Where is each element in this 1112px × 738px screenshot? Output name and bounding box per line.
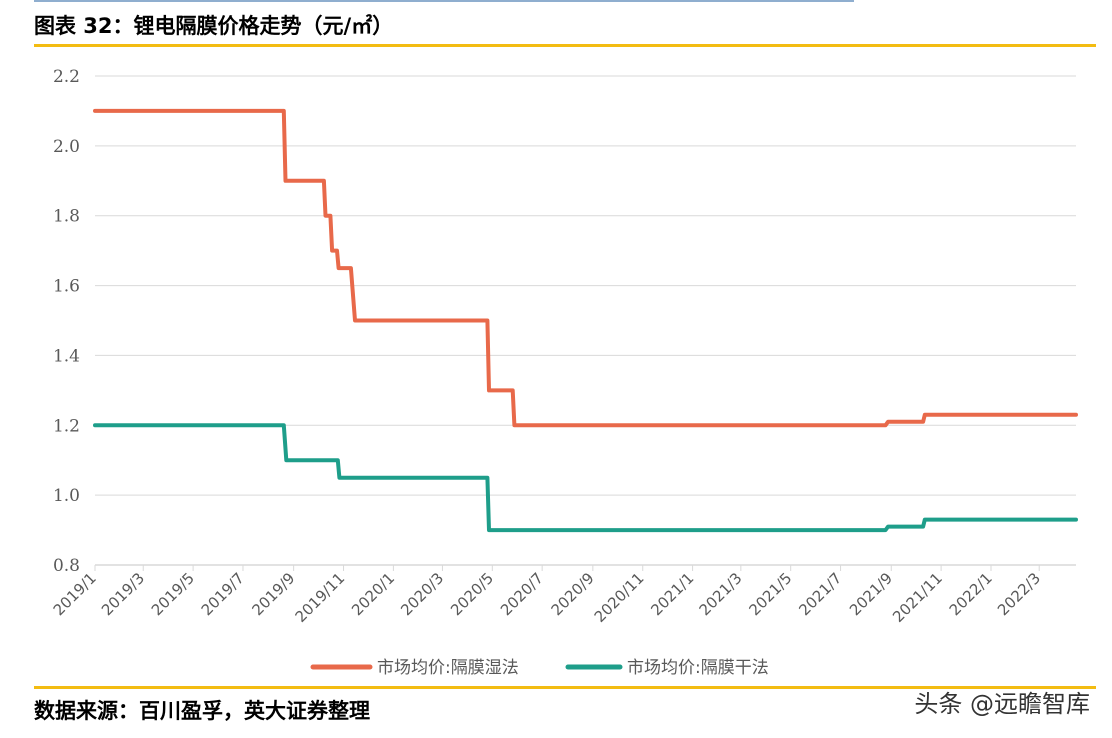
watermark: 头条 @远瞻智库 — [914, 690, 1090, 718]
x-tick-label: 2019/1 — [50, 569, 100, 619]
legend-label-dry: 市场均价:隔膜干法 — [627, 658, 769, 678]
x-tick-label: 2019/11 — [292, 569, 349, 626]
y-tick-label: 1.0 — [53, 486, 80, 506]
y-tick-label: 1.8 — [53, 207, 80, 227]
header-accent-line — [34, 0, 854, 2]
x-tick-label: 2019/7 — [198, 569, 248, 619]
x-tick-label: 2021/1 — [647, 569, 697, 619]
series-line-dry — [93, 423, 1078, 533]
title-rule — [34, 44, 1096, 47]
source-rule — [34, 686, 1096, 689]
series-lines — [93, 108, 1078, 533]
x-tick-label: 2022/1 — [946, 569, 996, 619]
x-tick-label: 2019/5 — [148, 569, 198, 619]
x-tick-label: 2020/7 — [497, 569, 547, 619]
grid-lines — [95, 75, 1076, 496]
x-tick-label: 2021/5 — [745, 569, 795, 619]
legend: 市场均价:隔膜湿法 市场均价:隔膜干法 — [310, 658, 769, 678]
y-tick-label: 2.2 — [53, 67, 80, 87]
series-line-wet — [93, 108, 1078, 428]
x-tick-label: 2020/3 — [397, 569, 447, 619]
x-tick-label: 2022/3 — [994, 569, 1044, 619]
y-axis-ticks: 2.2 2.0 1.8 1.6 1.4 1.2 1.0 0.8 — [53, 67, 80, 576]
x-tick-label: 2019/3 — [98, 569, 148, 619]
y-tick-label: 1.6 — [53, 277, 80, 297]
y-tick-label: 2.0 — [53, 137, 80, 157]
x-tick-label: 2020/5 — [447, 569, 497, 619]
x-tick-label: 2021/11 — [889, 569, 946, 626]
x-tick-label: 2020/11 — [591, 569, 648, 626]
legend-label-wet: 市场均价:隔膜湿法 — [377, 658, 519, 678]
x-tick-label: 2020/1 — [348, 569, 398, 619]
x-tick-label: 2020/9 — [548, 569, 598, 619]
y-tick-label: 1.4 — [53, 346, 80, 366]
x-tick-label: 2021/9 — [846, 569, 896, 619]
x-tick-label: 2019/9 — [248, 569, 298, 619]
x-tick-label: 2021/3 — [696, 569, 746, 619]
x-tick-label: 2021/7 — [795, 569, 845, 619]
y-tick-label: 1.2 — [53, 416, 80, 436]
data-source: 数据来源：百川盈孚，英大证券整理 — [34, 699, 370, 723]
y-tick-label: 0.8 — [53, 556, 80, 576]
figure-title: 图表 32：锂电隔膜价格走势（元/㎡） — [34, 14, 394, 38]
